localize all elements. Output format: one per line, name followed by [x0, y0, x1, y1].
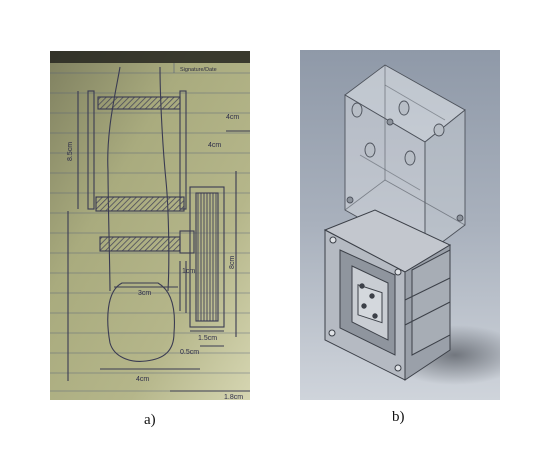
dim-label: 1cm	[182, 268, 195, 275]
dim-label: 8.5cm	[67, 142, 74, 161]
panel-b-caption: b)	[392, 409, 405, 425]
paper-header-shadow	[50, 51, 250, 63]
dim-label: 1.8cm	[224, 394, 243, 400]
base-unit	[323, 209, 452, 381]
dim-label: 4cm	[208, 142, 221, 149]
sketch-lines	[67, 66, 250, 392]
panel-a-caption: a)	[144, 412, 156, 428]
sketch-drawing: Signature/Date	[50, 51, 250, 401]
header-label: Signature/Date	[180, 67, 217, 73]
dim-label: 4cm	[136, 376, 149, 383]
dim-label: 3cm	[138, 290, 151, 297]
dimension-labels: 4cm 4cm 8.5cm 3cm 1cm 8cm 1.5cm 0.5cm 4c…	[67, 114, 243, 401]
dim-label: 1.5cm	[198, 335, 217, 342]
dim-label: 4cm	[226, 114, 239, 121]
cad-render-panel	[300, 50, 525, 400]
sketch-panel: Signature/Date	[50, 51, 250, 401]
cad-render	[300, 50, 525, 400]
dim-label: 0.5cm	[180, 349, 199, 356]
dim-label: 8cm	[229, 256, 236, 269]
